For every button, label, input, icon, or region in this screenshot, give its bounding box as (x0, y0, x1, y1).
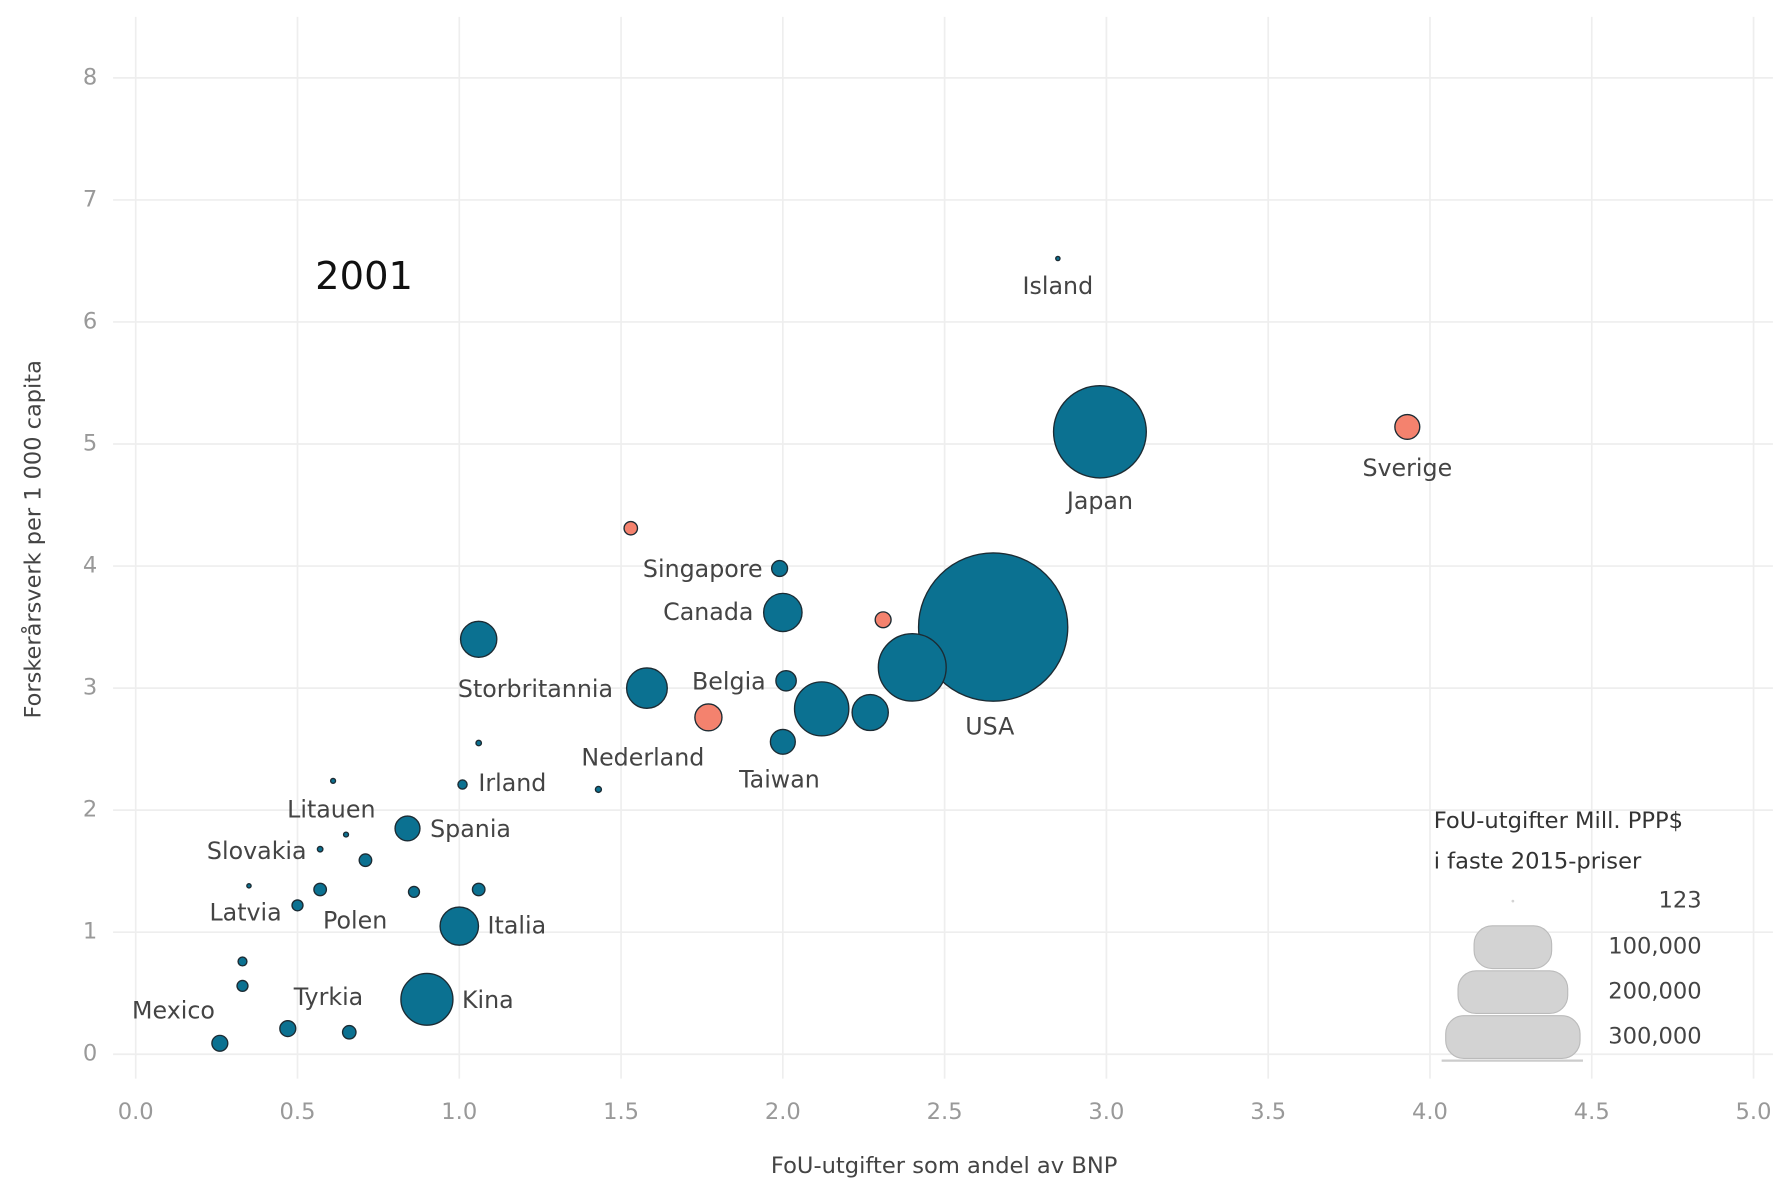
x-tick-label: 1.0 (441, 1099, 477, 1125)
point-label: Belgia (692, 668, 766, 696)
y-tick-label: 3 (83, 675, 97, 701)
point-label: Sverige (1362, 454, 1452, 482)
bubble (769, 728, 796, 755)
y-tick-label: 6 (83, 309, 97, 335)
point-label: Storbritannia (458, 675, 613, 703)
point-label: Japan (1065, 487, 1133, 515)
y-tick-label: 7 (83, 186, 97, 212)
bubble (291, 899, 304, 912)
bubble (400, 972, 454, 1026)
legend-title: FoU-utgifter Mill. PPP$ (1434, 808, 1683, 834)
point-label: Taiwan (738, 766, 820, 794)
x-tick-label: 3.0 (1088, 1099, 1124, 1125)
bubble (279, 1020, 297, 1038)
bubble (358, 853, 373, 868)
legend-symbol (1473, 925, 1553, 970)
y-tick-label: 5 (83, 431, 97, 457)
point-label: USA (965, 713, 1014, 741)
bubble (694, 703, 723, 732)
bubble (313, 882, 328, 897)
legend-label: 300,000 (1608, 1024, 1701, 1050)
point-label: Spania (430, 815, 511, 843)
plot: 2001 FoU-utgifter som andel av BNP Forsk… (18, 16, 1773, 1179)
bubble (211, 1034, 229, 1052)
bubble (594, 785, 603, 794)
bubble (341, 1024, 357, 1040)
legend-label: 123 (1659, 888, 1702, 914)
bubble (1394, 413, 1421, 440)
bubble (1055, 255, 1061, 262)
bubble (329, 777, 337, 784)
y-tick-label: 4 (83, 553, 97, 579)
legend-title: i faste 2015-priser (1434, 848, 1642, 874)
point-label: Singapore (643, 555, 763, 583)
bubble (623, 520, 639, 536)
point-label: Slovakia (207, 837, 307, 865)
bubble (407, 885, 421, 899)
point-label: Latvia (209, 898, 281, 926)
point-label: Mexico (132, 996, 215, 1024)
bubble (793, 681, 850, 737)
bubble (775, 669, 797, 692)
x-tick-label: 4.5 (1574, 1099, 1610, 1125)
bubble (1052, 385, 1147, 479)
bubble (877, 632, 947, 702)
bubble (851, 693, 889, 732)
bubble (475, 739, 483, 747)
x-tick-label: 2.5 (927, 1099, 963, 1125)
point-label: Island (1023, 272, 1094, 300)
x-axis-title: FoU-utgifter som andel av BNP (771, 1153, 1117, 1179)
point-label: Kina (462, 986, 514, 1014)
bubble (457, 779, 468, 790)
point-label: Tyrkia (293, 983, 363, 1011)
legend-label: 200,000 (1608, 979, 1701, 1005)
point-label: Irland (478, 769, 546, 797)
bubble (770, 559, 789, 578)
x-tick-label: 0.5 (280, 1099, 316, 1125)
legend-label: 100,000 (1608, 934, 1701, 960)
bubble (762, 592, 803, 633)
legend-symbol (1457, 970, 1569, 1015)
bubble (459, 620, 498, 658)
legend-symbol (1511, 899, 1515, 903)
bubble (394, 815, 421, 842)
bubble (236, 979, 249, 993)
bubble (439, 906, 480, 946)
bubble (625, 667, 668, 709)
y-tick-label: 2 (83, 797, 97, 823)
bubble (917, 552, 1069, 702)
point-label: Polen (323, 907, 387, 935)
x-tick-label: 4.0 (1412, 1099, 1448, 1125)
bubble (471, 882, 486, 897)
x-tick-label: 1.5 (603, 1099, 639, 1125)
bubble (237, 956, 248, 967)
y-tick-label: 0 (83, 1041, 97, 1067)
legend-symbol (1445, 1015, 1581, 1059)
y-tick-label: 1 (83, 919, 97, 945)
bubble (316, 845, 324, 853)
point-label: Canada (663, 598, 753, 626)
year-annotation: 2001 (315, 254, 413, 299)
point-label: Nederland (581, 744, 704, 772)
x-tick-label: 3.5 (1250, 1099, 1286, 1125)
y-tick-label: 8 (83, 64, 97, 90)
point-label: Litauen (287, 796, 375, 824)
bubble (342, 831, 350, 838)
point-label: Italia (488, 912, 547, 940)
x-tick-label: 5.0 (1736, 1099, 1772, 1125)
x-tick-label: 2.0 (765, 1099, 801, 1125)
x-tick-label: 0.0 (118, 1099, 154, 1125)
bubble (246, 883, 252, 889)
y-axis-title: Forskerårsverk per 1 000 capita (18, 360, 46, 718)
bubble (874, 611, 892, 629)
